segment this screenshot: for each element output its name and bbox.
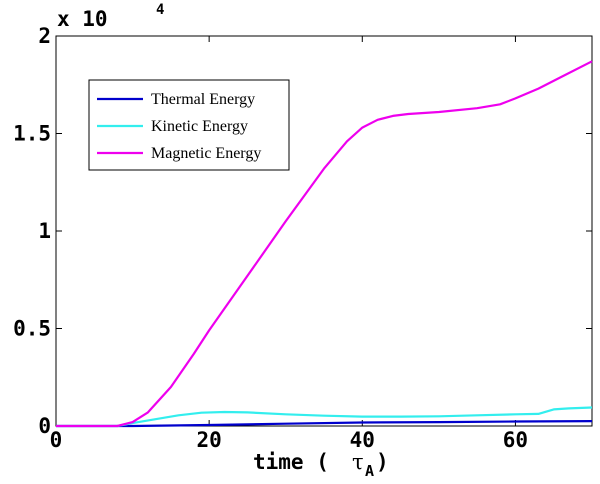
x-tick-label: 20: [196, 428, 221, 452]
legend-label: Kinetic Energy: [151, 118, 248, 135]
y-tick-label: 2: [38, 24, 51, 48]
x-tick-label: 60: [503, 428, 528, 452]
series-lines: [56, 60, 593, 428]
series-line-kinetic-energy: [56, 406, 593, 428]
x-tick-label: 0: [50, 428, 63, 452]
y-tick-label: 0: [38, 414, 51, 438]
tick-labels: 0 20 40 60 0 0.5 1 1.5 2: [13, 24, 528, 452]
x-axis-label-symbol: τ: [352, 450, 364, 474]
y-multiplier: x 10: [57, 7, 108, 31]
x-axis-label-text: time (: [253, 450, 329, 474]
y-tick-label: 1: [38, 219, 51, 243]
legend: Thermal Energy Kinetic Energy Magnetic Ene…: [88, 79, 290, 171]
legend-label: Thermal Energy: [151, 91, 255, 108]
y-multiplier-exponent: 4: [156, 2, 164, 18]
x-axis-label: time ( τ A ): [253, 450, 389, 480]
x-tick-label: 40: [350, 428, 375, 452]
series-line-thermal-energy: [56, 420, 593, 428]
legend-entries: Thermal Energy Kinetic Energy Magnetic Ene…: [97, 91, 261, 162]
series-line-magnetic-energy: [56, 60, 593, 428]
x-axis-label-subscript: A: [365, 462, 374, 480]
x-axis-label-close: ): [376, 450, 389, 474]
y-tick-label: 0.5: [13, 317, 51, 341]
legend-label: Magnetic Energy: [151, 145, 261, 162]
y-tick-label: 1.5: [13, 122, 51, 146]
